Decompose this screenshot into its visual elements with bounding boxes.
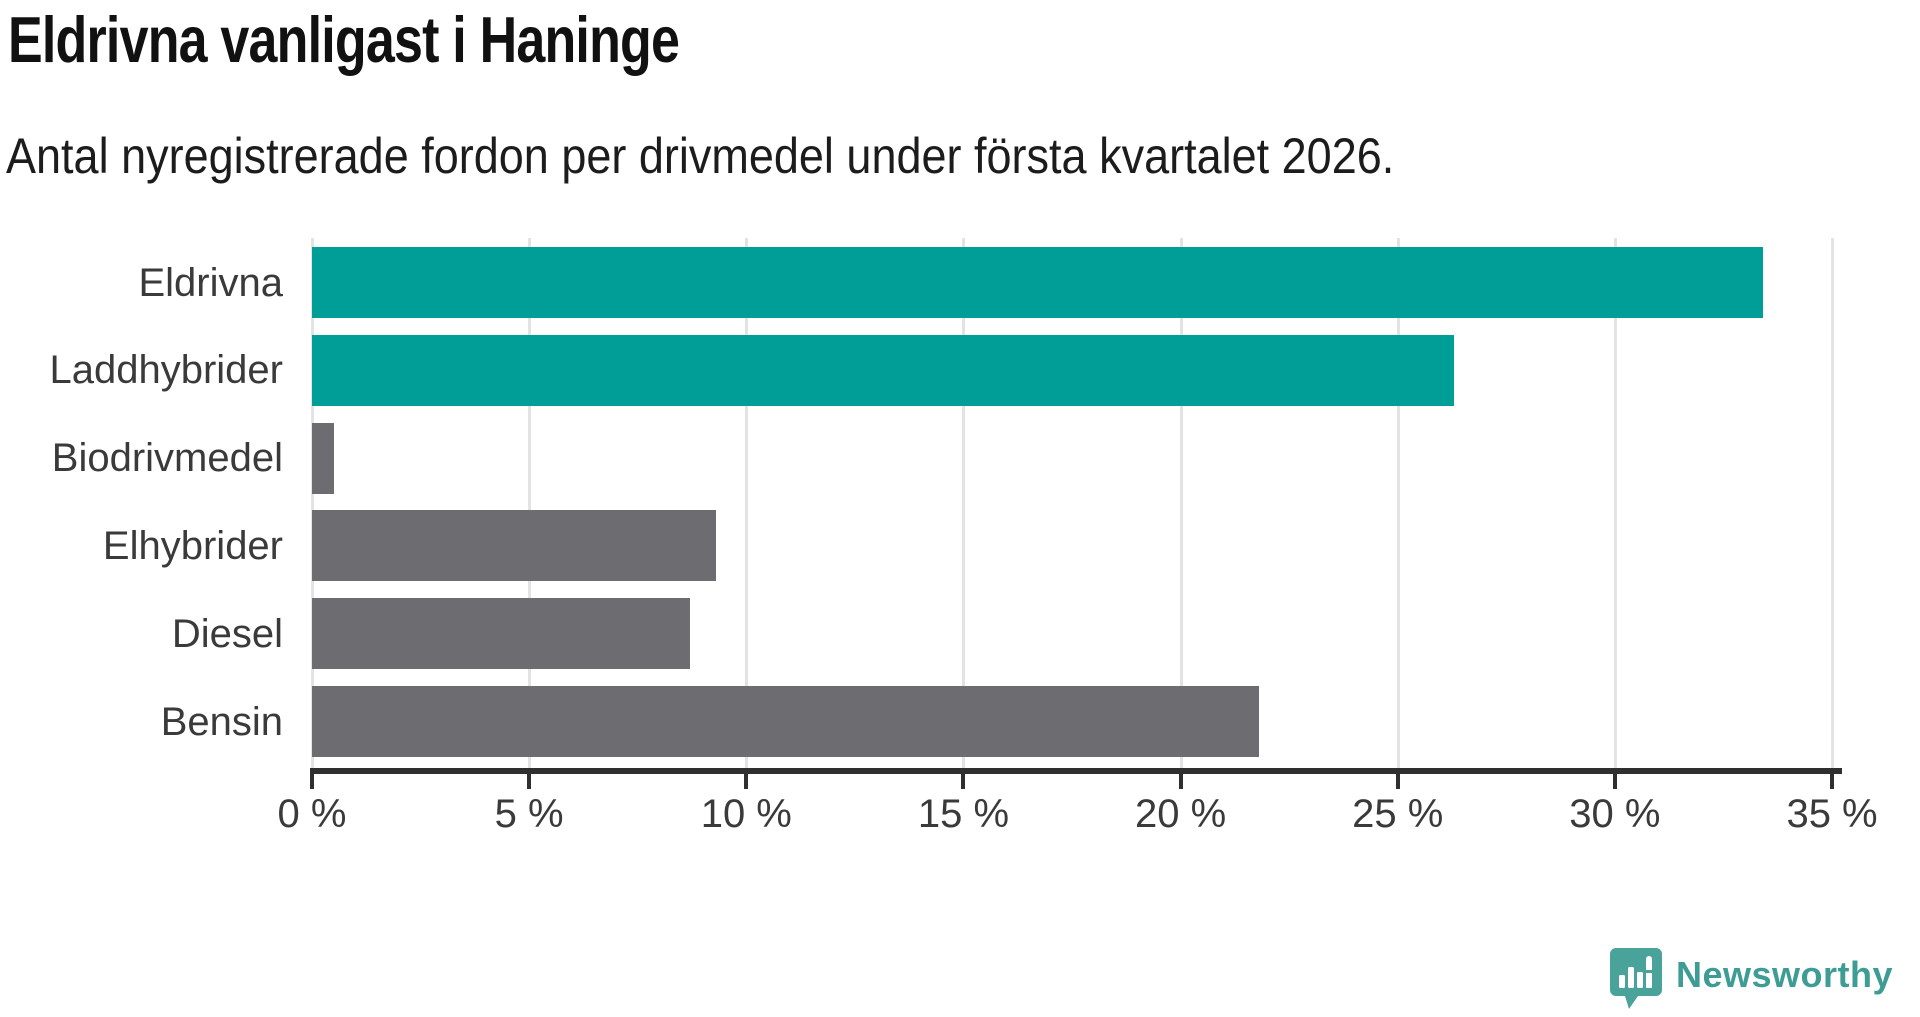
x-tick-label-25: 25 % bbox=[1352, 792, 1444, 836]
bar-elhybrider bbox=[312, 510, 716, 582]
x-axis-line bbox=[310, 768, 1842, 774]
x-tick-10 bbox=[744, 774, 749, 789]
x-tick-label-10: 10 % bbox=[700, 792, 792, 836]
x-tick-30 bbox=[1612, 774, 1617, 789]
x-tick-label-20: 20 % bbox=[1135, 792, 1227, 836]
bar-diesel bbox=[312, 598, 690, 670]
bar-biodrivmedel bbox=[312, 422, 334, 494]
bar-eldrivna bbox=[312, 247, 1763, 318]
gridline-0 bbox=[311, 238, 314, 768]
x-tick-label-30: 30 % bbox=[1569, 792, 1661, 836]
bar-laddhybrider bbox=[312, 334, 1455, 406]
category-label-eldrivna: Eldrivna bbox=[138, 260, 283, 305]
bar-bensin bbox=[312, 686, 1259, 757]
x-tick-label-15: 15 % bbox=[917, 792, 1010, 836]
x-tick-15 bbox=[961, 774, 966, 789]
x-tick-5 bbox=[527, 774, 532, 789]
x-tick-35 bbox=[1830, 774, 1835, 789]
gridline-10 bbox=[745, 238, 749, 768]
x-tick-label-35: 35 % bbox=[1786, 792, 1878, 836]
newsworthy-logo-icon bbox=[1610, 948, 1662, 1009]
category-label-laddhybrider: Laddhybrider bbox=[49, 348, 284, 393]
chart-subtitle: Antal nyregistrerade fordon per drivmede… bbox=[6, 128, 1395, 184]
brand-footer: Newsworthy bbox=[1608, 946, 1920, 1010]
x-tick-label-0: 0 % bbox=[277, 792, 347, 836]
gridline-20 bbox=[1179, 238, 1183, 768]
plot-area: 0 % 5 % 10 % 15 % 20 % 25 % 30 % 35 % bbox=[278, 238, 1878, 848]
x-tick-0 bbox=[310, 774, 314, 789]
x-tick-20 bbox=[1178, 774, 1183, 789]
category-label-bensin: Bensin bbox=[160, 699, 283, 744]
category-label-elhybrider: Elhybrider bbox=[102, 523, 283, 568]
gridline-5 bbox=[528, 238, 532, 768]
x-tick-25 bbox=[1395, 774, 1400, 789]
category-label-diesel: Diesel bbox=[171, 611, 283, 656]
gridline-15 bbox=[962, 238, 966, 768]
gridline-30 bbox=[1613, 238, 1617, 768]
brand-name: Newsworthy bbox=[1676, 954, 1894, 995]
x-tick-label-5: 5 % bbox=[494, 792, 564, 836]
chart-title: Eldrivna vanligast i Haninge bbox=[8, 3, 680, 76]
gridline-25 bbox=[1396, 238, 1400, 768]
category-label-biodrivmedel: Biodrivmedel bbox=[51, 436, 283, 481]
gridline-35 bbox=[1831, 238, 1835, 768]
